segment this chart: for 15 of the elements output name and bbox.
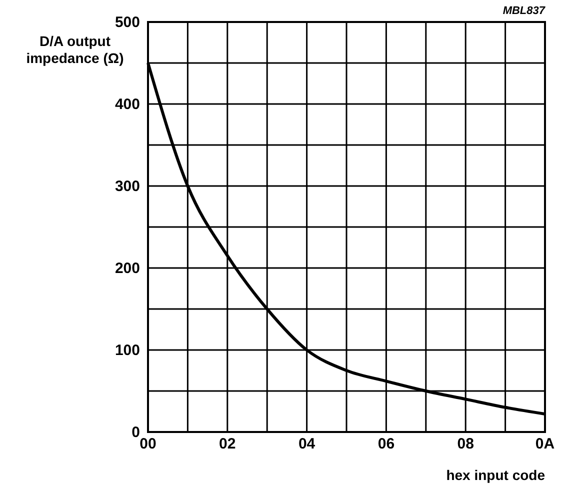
text: MBL837 — [502, 5, 546, 17]
x-tick-label: 04 — [298, 436, 316, 453]
y-tick-label: 0 — [132, 424, 140, 441]
x-tick-label: 0A — [535, 436, 555, 453]
y-tick-label: 400 — [114, 96, 140, 113]
x-axis-title: hex input code — [446, 467, 546, 483]
x-tick-label: 00 — [140, 436, 156, 453]
y-tick-label: 100 — [114, 342, 140, 359]
y-tick-label: 200 — [114, 260, 140, 277]
y-tick-label: 300 — [114, 178, 140, 195]
x-tick-label: 06 — [378, 436, 395, 453]
x-tick-label: 02 — [219, 436, 236, 453]
y-tick-label: 500 — [114, 14, 140, 31]
y-axis-title: D/A output impedance (Ω) — [26, 33, 124, 66]
x-tick-label: 08 — [457, 436, 474, 453]
